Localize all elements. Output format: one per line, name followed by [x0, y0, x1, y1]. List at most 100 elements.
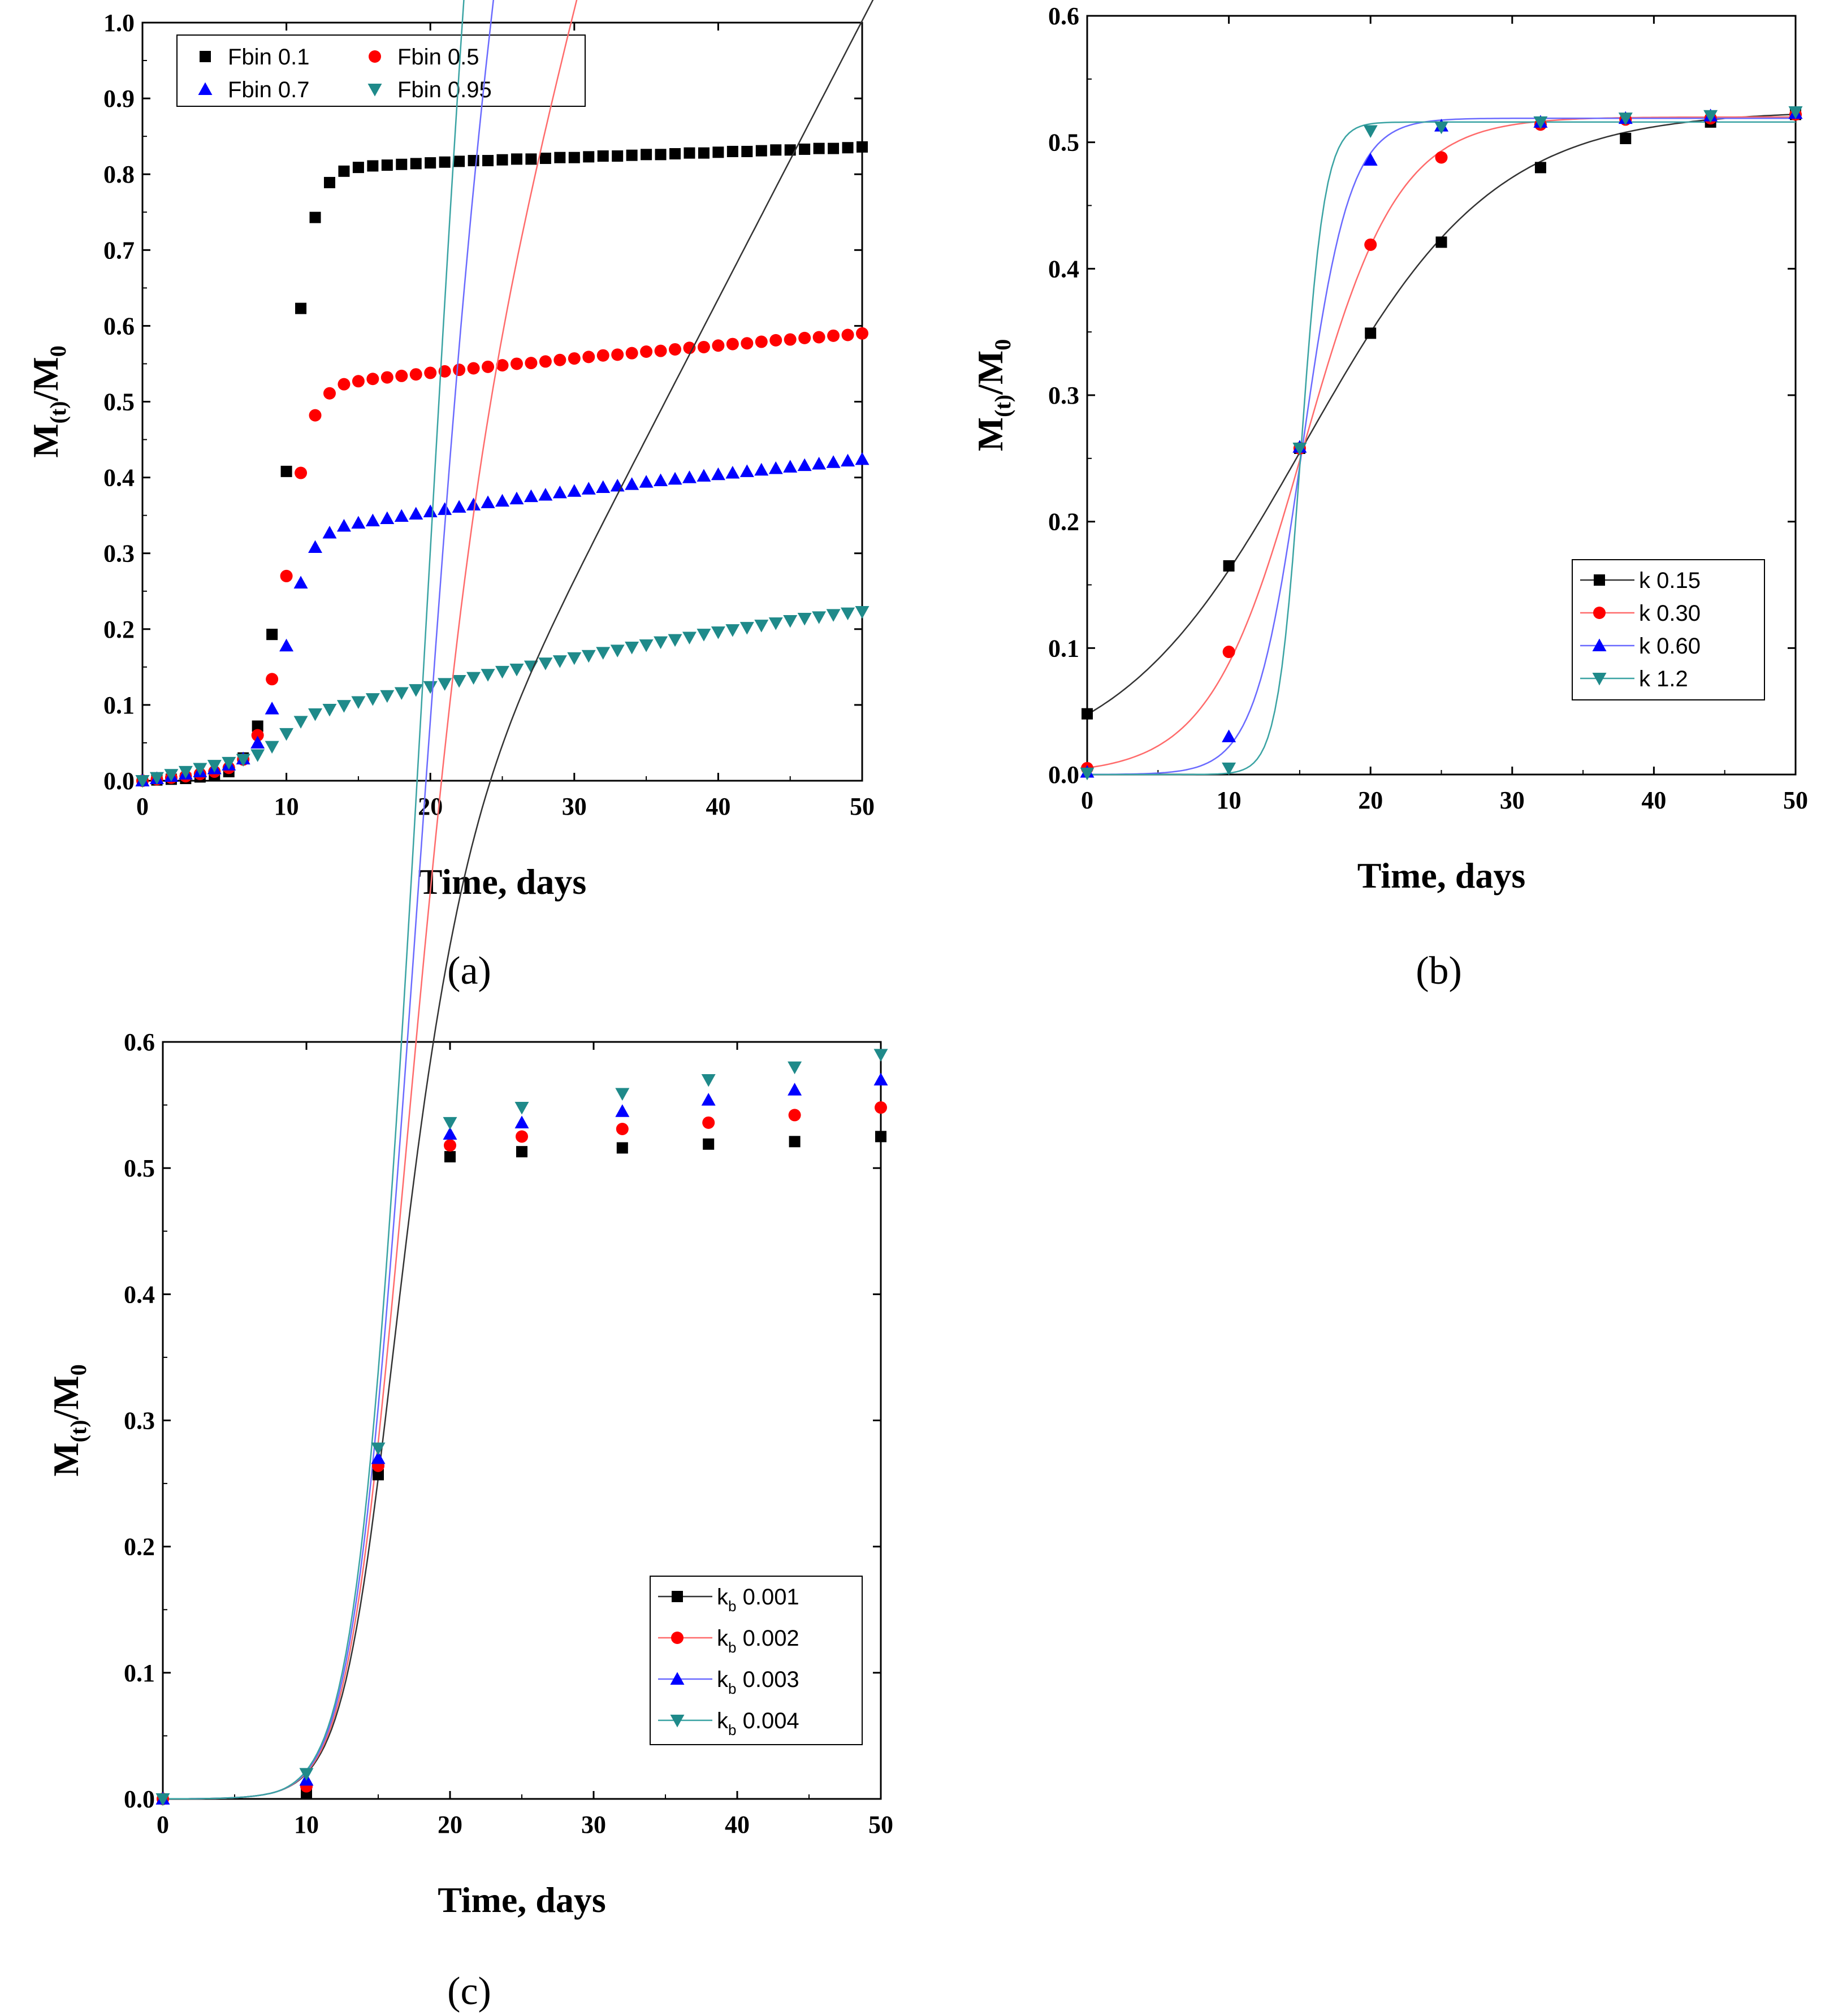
- data-point: [1223, 560, 1235, 572]
- data-point: [788, 1061, 802, 1075]
- x-tick-label: 30: [1500, 786, 1525, 814]
- legend: kb 0.001 kb 0.002 kb 0.003 kb 0.004: [650, 1576, 863, 1745]
- data-point: [266, 673, 279, 686]
- data-point: [525, 153, 537, 165]
- data-point: [236, 754, 250, 767]
- legend-label: kb 0.002: [717, 1626, 799, 1656]
- legend-marker: [198, 82, 213, 95]
- data-point: [308, 540, 323, 553]
- data-point: [725, 466, 740, 479]
- data-point: [702, 1116, 715, 1129]
- data-point: [380, 690, 395, 703]
- legend-label: kb 0.004: [717, 1708, 799, 1738]
- data-point: [626, 149, 638, 161]
- series-markers: [136, 327, 868, 787]
- data-point: [610, 644, 625, 657]
- data-point: [640, 345, 653, 358]
- data-point: [409, 368, 422, 381]
- data-point: [768, 617, 783, 630]
- data-point: [539, 355, 552, 368]
- data-point: [639, 475, 654, 488]
- data-point: [798, 331, 811, 344]
- data-point: [516, 1130, 528, 1143]
- data-point: [1292, 442, 1307, 456]
- legend-label: k 0.60: [1639, 634, 1701, 659]
- data-point: [875, 1101, 887, 1114]
- data-point: [682, 470, 697, 483]
- data-point: [1788, 106, 1803, 119]
- data-point: [873, 1072, 888, 1085]
- series-markers: [1080, 106, 1803, 781]
- data-point: [250, 749, 265, 762]
- data-point: [668, 471, 682, 485]
- x-axis-label: Time, days: [438, 1880, 606, 1920]
- data-point: [875, 1131, 886, 1143]
- data-point: [453, 155, 465, 167]
- data-point: [509, 491, 524, 505]
- y-tick-label: 0.5: [103, 388, 135, 416]
- data-point: [438, 502, 452, 515]
- data-point: [466, 672, 481, 685]
- data-point: [443, 1127, 457, 1140]
- data-point: [616, 1122, 629, 1135]
- legend-marker: [671, 1632, 684, 1644]
- data-point: [394, 509, 409, 522]
- legend-label: kb 0.001: [717, 1585, 799, 1615]
- x-tick-label: 10: [1217, 786, 1242, 814]
- data-point: [516, 1146, 527, 1158]
- data-point: [812, 611, 827, 624]
- data-point: [439, 156, 451, 168]
- data-point: [581, 650, 596, 663]
- data-point: [697, 469, 711, 482]
- data-point: [596, 480, 611, 494]
- data-point: [616, 1142, 628, 1154]
- y-axis-label: M(t)/M0: [970, 339, 1015, 452]
- data-point: [409, 684, 423, 697]
- x-tick-label: 30: [581, 1811, 606, 1838]
- data-point: [596, 647, 611, 660]
- data-point: [568, 152, 580, 163]
- data-point: [265, 702, 279, 715]
- x-tick-label: 0: [136, 793, 149, 820]
- data-point: [509, 663, 524, 677]
- data-point: [1533, 116, 1548, 129]
- fit-line: [163, 0, 465, 1800]
- data-point: [625, 641, 639, 655]
- data-point: [726, 145, 738, 157]
- data-point: [293, 576, 308, 589]
- chart-b: 0.0 0.1 0.2 0.3 0.4 0.5 0.6 0 10 20 30 40 50 Time, da…: [970, 2, 1808, 993]
- data-point: [568, 352, 581, 365]
- data-point: [712, 339, 725, 352]
- x-tick-label: 20: [1358, 786, 1383, 814]
- data-point: [424, 366, 437, 379]
- y-tick-label: 0.2: [124, 1533, 155, 1561]
- data-point: [366, 373, 379, 386]
- data-point: [409, 507, 423, 520]
- series-markers: [137, 141, 868, 786]
- data-point: [1434, 121, 1448, 135]
- legend-label: k 0.15: [1639, 568, 1701, 593]
- series-markers: [135, 605, 870, 788]
- data-point: [539, 153, 551, 165]
- data-point: [351, 696, 366, 710]
- fit-line: [1087, 116, 1796, 769]
- data-point: [567, 652, 582, 665]
- y-tick-label: 0.3: [124, 1407, 155, 1435]
- data-point: [266, 629, 278, 641]
- legend-marker: [369, 50, 381, 63]
- x-tick-label: 0: [1081, 786, 1093, 814]
- data-point: [251, 729, 264, 742]
- data-point: [655, 149, 667, 161]
- data-point: [365, 693, 380, 706]
- data-point: [615, 1088, 630, 1101]
- data-point: [252, 720, 263, 732]
- data-point: [371, 1442, 386, 1456]
- data-point: [1435, 151, 1448, 164]
- data-point: [423, 681, 438, 694]
- data-point: [135, 775, 150, 788]
- legend-label: kb 0.003: [717, 1667, 799, 1697]
- data-point: [373, 1469, 384, 1481]
- data-point: [1363, 153, 1378, 166]
- data-point: [857, 141, 868, 153]
- data-point: [754, 462, 769, 476]
